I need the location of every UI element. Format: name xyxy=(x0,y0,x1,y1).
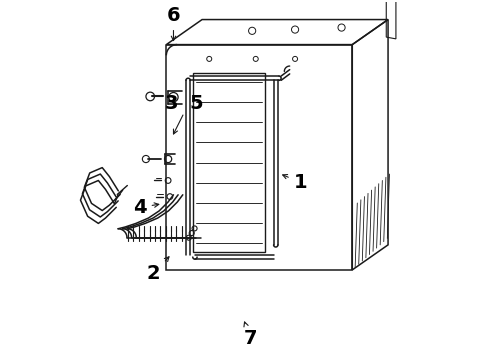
Text: 7: 7 xyxy=(244,322,257,348)
Text: 2: 2 xyxy=(147,257,169,283)
Text: 6: 6 xyxy=(167,6,180,41)
Text: 5: 5 xyxy=(190,94,203,113)
Text: 1: 1 xyxy=(283,173,307,192)
Text: 4: 4 xyxy=(133,198,159,217)
Text: 3: 3 xyxy=(165,94,178,113)
